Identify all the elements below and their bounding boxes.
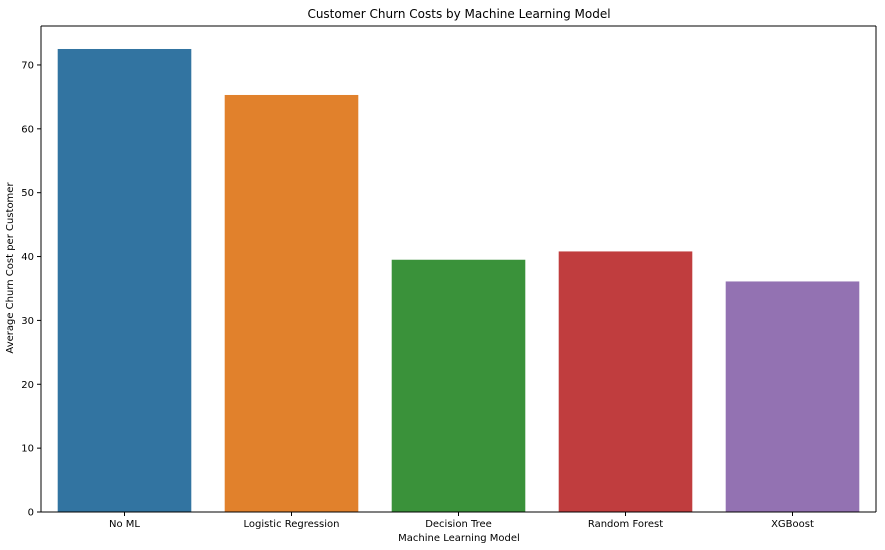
y-tick-label: 50	[21, 188, 34, 199]
bar	[57, 48, 192, 512]
x-tick-label: Random Forest	[588, 519, 663, 530]
x-tick-label: Logistic Regression	[244, 519, 340, 530]
y-tick-label: 60	[21, 124, 34, 135]
x-tick-label: XGBoost	[771, 519, 814, 530]
bar	[558, 251, 693, 513]
y-tick-label: 20	[21, 380, 34, 391]
x-tick-label: Decision Tree	[425, 519, 492, 530]
x-tick-label: No ML	[109, 519, 140, 530]
plot-area: 0 10 20 30 40 50 60 70 No ML Logistic Regression D…	[21, 25, 877, 530]
y-tick-label: 40	[21, 252, 34, 263]
y-axis-label: Average Churn Cost per Customer	[5, 182, 16, 354]
y-tick-label: 10	[21, 444, 34, 455]
y-tick-label: 0	[28, 508, 34, 519]
y-tick-label: 70	[21, 60, 34, 71]
bar	[224, 94, 359, 512]
bar	[725, 281, 860, 512]
y-tick-label: 30	[21, 316, 34, 327]
bar	[391, 259, 526, 512]
x-axis-label: Machine Learning Model	[398, 533, 520, 544]
chart-title: Customer Churn Costs by Machine Learning…	[307, 7, 610, 21]
